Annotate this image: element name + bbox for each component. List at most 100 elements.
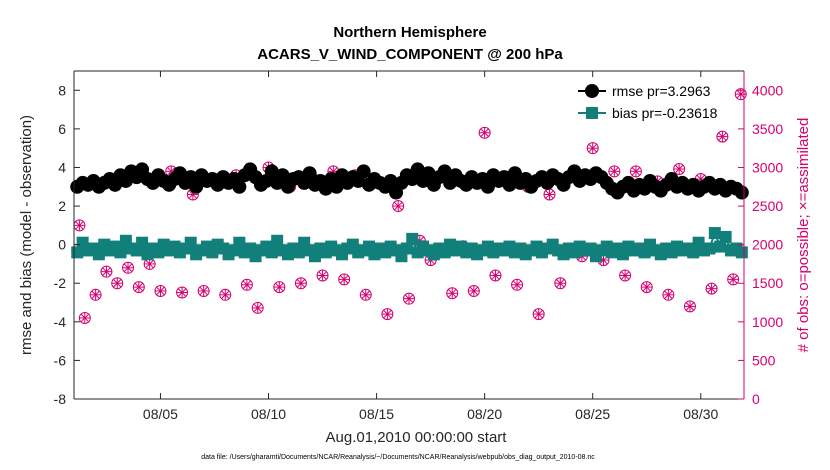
asterisk-stroke	[707, 284, 716, 293]
obs-assimilated-point	[479, 127, 491, 139]
y-right-tick-label: 1500	[752, 275, 783, 291]
asterisk-stroke	[534, 309, 543, 319]
obs-assimilated-point	[641, 281, 653, 293]
x-axis-label: Aug.01,2010 00:00:00 start	[326, 429, 508, 446]
asterisk-stroke	[491, 271, 500, 280]
bias-point	[244, 242, 257, 255]
bias-point	[206, 246, 219, 259]
asterisk-stroke	[80, 313, 90, 323]
obs-assimilated-point	[554, 277, 566, 289]
y-right-tick-label: 2500	[752, 198, 783, 214]
y-tick-label: -4	[54, 314, 67, 330]
y-right-tick-label: 3000	[752, 159, 783, 175]
bias-point	[395, 250, 408, 263]
asterisk-stroke	[242, 280, 252, 289]
y-right-tick-label: 0	[752, 391, 760, 407]
obs-assimilated-point	[273, 281, 285, 293]
rmse-point	[410, 162, 425, 177]
asterisk-stroke	[610, 167, 619, 176]
obs-assimilated-point	[403, 293, 415, 305]
y-tick-label: 6	[58, 121, 66, 137]
obs-assimilated-point	[587, 142, 599, 154]
asterisk-stroke	[91, 290, 100, 300]
obs-assimilated-point	[446, 287, 458, 299]
asterisk-stroke	[383, 309, 392, 319]
x-tick-label: 08/05	[143, 406, 178, 422]
bias-point	[638, 246, 651, 259]
rmse-point	[480, 179, 495, 194]
obs-assimilated-point	[73, 219, 85, 231]
y-right-tick-label: 2000	[752, 237, 783, 253]
y-right-tick-label: 4000	[752, 82, 783, 98]
obs-assimilated-point	[706, 283, 718, 295]
bias-point	[152, 246, 165, 259]
x-tick-label: 08/20	[467, 406, 502, 422]
asterisk-stroke	[275, 282, 284, 292]
asterisk-stroke	[102, 267, 111, 276]
obs-assimilated-point	[338, 273, 350, 285]
legend: rmse pr=3.2963 bias pr=-0.23618	[578, 83, 718, 121]
asterisk-stroke	[620, 271, 630, 280]
obs-assimilated-point	[673, 163, 685, 175]
bias-point	[687, 246, 700, 259]
y-tick-label: 4	[58, 159, 66, 175]
bias-point	[714, 240, 727, 253]
rmse-point	[275, 168, 290, 183]
bias-point	[703, 242, 716, 255]
obs-assimilated-point	[176, 286, 188, 298]
chart-title: Northern Hemisphere	[333, 24, 486, 41]
y-tick-label: -6	[54, 352, 67, 368]
legend-bias-marker	[586, 107, 598, 119]
bias-point	[265, 246, 278, 259]
obs-assimilated-point	[219, 289, 231, 301]
obs-assimilated-point	[252, 302, 264, 314]
asterisk-stroke	[113, 279, 122, 288]
asterisk-stroke	[685, 302, 695, 311]
x-tick-label: 08/10	[251, 406, 286, 422]
obs-assimilated-point	[684, 300, 696, 312]
rmse-point	[189, 179, 204, 194]
asterisk-stroke	[199, 286, 208, 296]
y-right-tick-label: 1000	[752, 314, 783, 330]
asterisk-stroke	[221, 290, 230, 300]
asterisk-stroke	[167, 167, 176, 176]
plot-area: -8 -6 -4 -2 0 2 4 6 8 0 500 1000 1500 2000 2500 3000 350…	[54, 70, 783, 422]
obs-assimilated-point	[662, 289, 674, 301]
asterisk-stroke	[512, 280, 522, 289]
rmse-point	[383, 173, 398, 188]
bias-point	[438, 246, 451, 259]
obs-assimilated-point	[133, 281, 145, 293]
asterisk-stroke	[545, 190, 554, 199]
y-tick-label: 8	[58, 82, 66, 98]
bias-point	[406, 232, 419, 245]
asterisk-stroke	[134, 282, 144, 292]
obs-assimilated-point	[360, 289, 372, 301]
asterisk-stroke	[448, 289, 457, 298]
asterisk-stroke	[75, 221, 84, 230]
asterisk-stroke	[393, 201, 403, 211]
bias-point	[271, 234, 284, 247]
asterisk-stroke	[664, 290, 673, 300]
asterisk-stroke	[339, 275, 349, 284]
bias-point	[136, 236, 149, 249]
asterisk-stroke	[404, 294, 414, 303]
bias-point	[114, 246, 127, 259]
bias-point	[708, 227, 721, 240]
asterisk-stroke	[642, 282, 651, 292]
asterisk-stroke	[728, 275, 738, 284]
obs-assimilated-point	[511, 279, 523, 291]
obs-assimilated-point	[122, 262, 134, 274]
rmse-point	[329, 179, 344, 194]
y-right-tick-label: 500	[752, 352, 776, 368]
asterisk-stroke	[177, 288, 187, 297]
bias-point	[292, 246, 305, 259]
y-tick-label: 2	[58, 198, 66, 214]
y-right-tick-label: 3500	[752, 121, 783, 137]
obs-assimilated-point	[154, 285, 166, 297]
obs-assimilated-point	[79, 312, 91, 324]
y-tick-label: 0	[58, 237, 66, 253]
obs-assimilated-point	[241, 279, 253, 291]
asterisk-stroke	[480, 128, 489, 137]
